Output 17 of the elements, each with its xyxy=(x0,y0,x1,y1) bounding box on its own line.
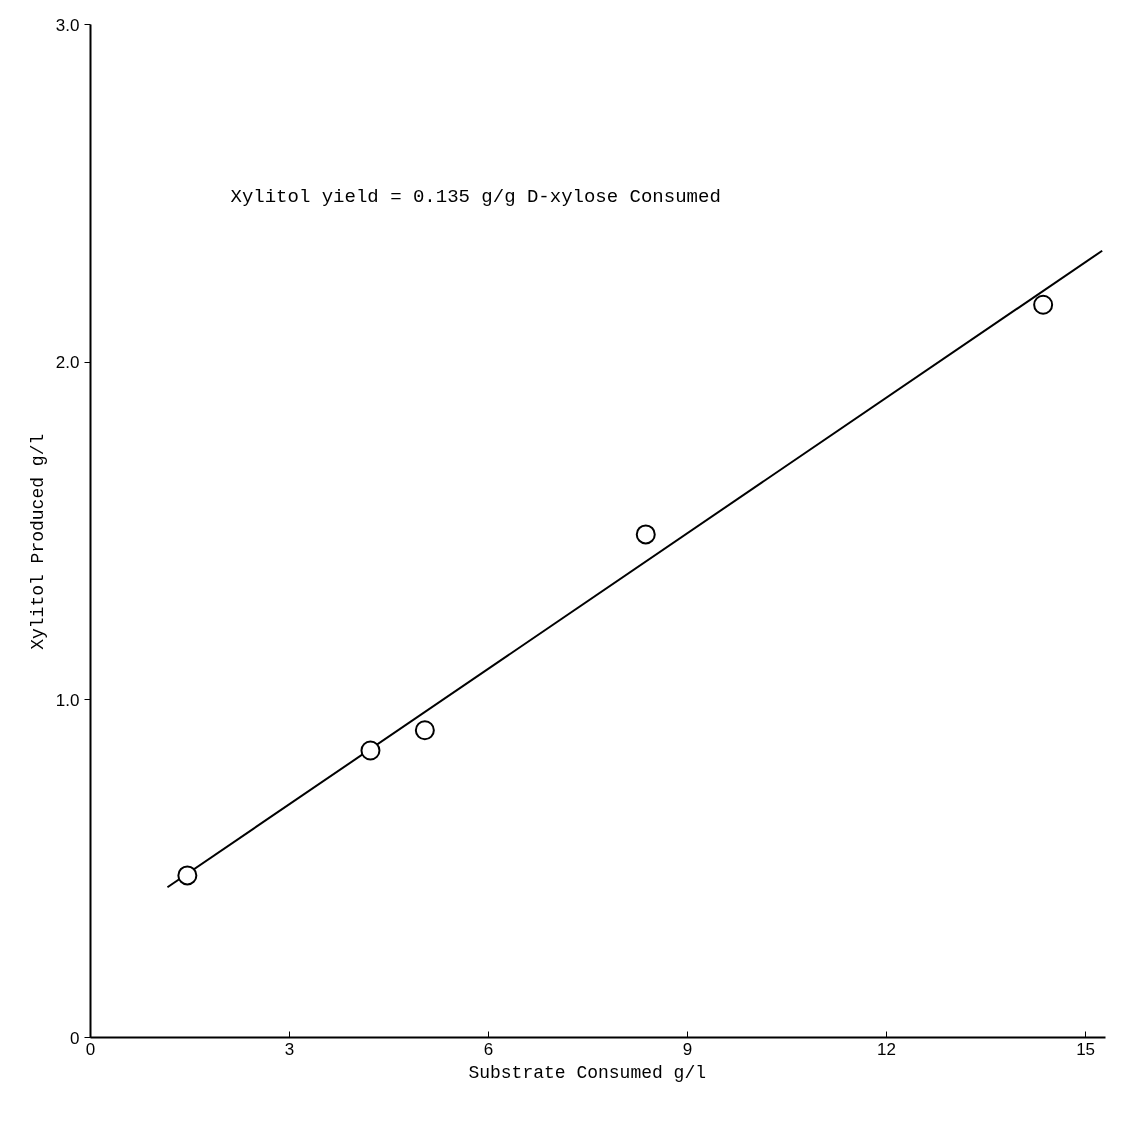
x-tick-label: 12 xyxy=(877,1039,897,1059)
point xyxy=(635,524,656,545)
x-tick-label: 9 xyxy=(682,1039,693,1059)
x-tick-label: 0 xyxy=(85,1039,96,1059)
x-tick-label: 15 xyxy=(1076,1039,1096,1059)
x-axis-title: Substrate Consumed g/l xyxy=(468,1062,707,1083)
point xyxy=(1033,294,1054,315)
y-tick-label: 3.0 xyxy=(55,15,80,35)
y-tick-label: 2.0 xyxy=(55,353,80,373)
point xyxy=(360,740,381,761)
point xyxy=(414,720,435,741)
annotation: Xylitol yield = 0.135 g/g D-xylose Consumed xyxy=(230,185,721,208)
point xyxy=(177,865,198,886)
y-tick-label: 1.0 xyxy=(55,690,80,710)
x-tick-label: 6 xyxy=(483,1039,494,1059)
y-axis-title: Xylitol Produced g/l xyxy=(27,433,48,650)
x-tick-label: 3 xyxy=(284,1039,295,1059)
